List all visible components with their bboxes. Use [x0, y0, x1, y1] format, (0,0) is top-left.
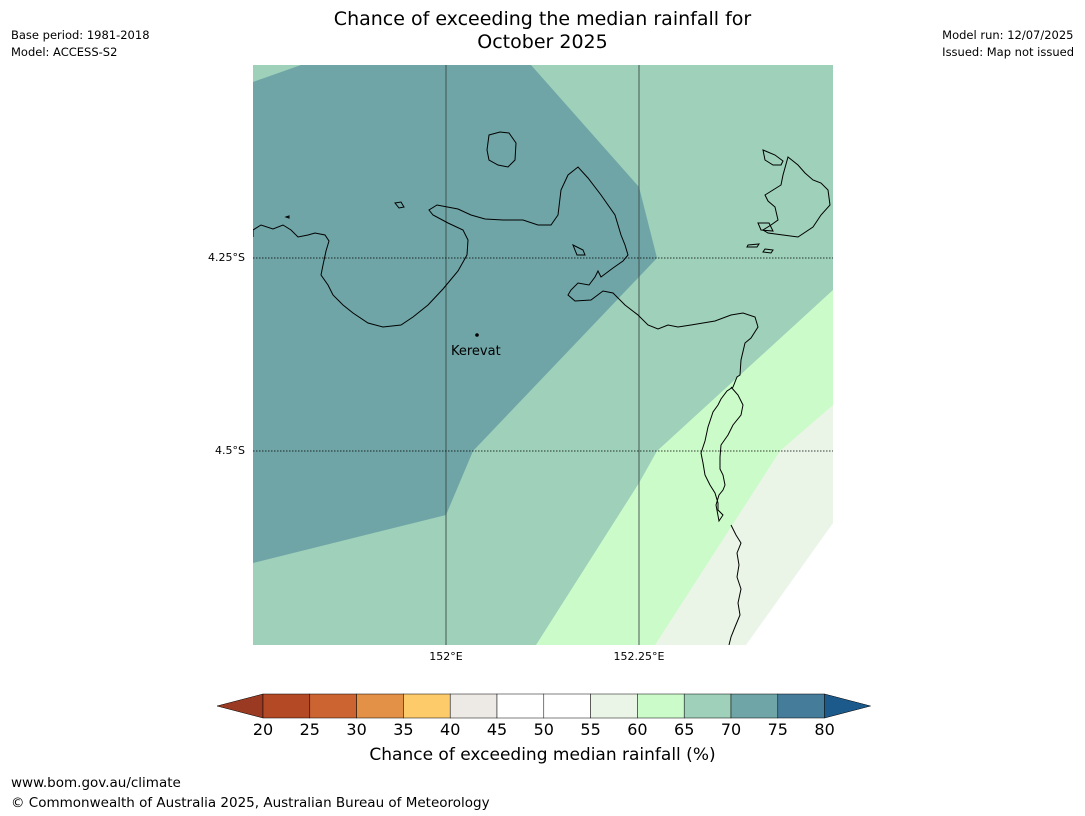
footer-copyright: © Commonwealth of Australia 2025, Austra…: [11, 795, 490, 811]
colorbar-tick: 45: [486, 720, 508, 739]
no-data-area: [746, 523, 833, 645]
lat-label-4-5: 4.5°S: [215, 444, 245, 457]
model-run: Model run: 12/07/2025: [942, 28, 1074, 42]
colorbar-tick: 30: [346, 720, 367, 739]
kerevat-marker: [475, 333, 479, 337]
colorbar-tick: 65: [674, 720, 695, 739]
kerevat-label: Kerevat: [451, 344, 501, 359]
coastline: [253, 131, 831, 645]
lon-label-152-25: 152.25°E: [613, 650, 665, 663]
colorbar-tick: 25: [299, 720, 320, 739]
model-name: Model: ACCESS-S2: [11, 45, 118, 59]
colorbar-segment: [730, 693, 779, 719]
colorbar-segment: [496, 693, 545, 719]
colorbar-tick: 20: [252, 720, 274, 739]
footer-url[interactable]: www.bom.gov.au/climate: [11, 775, 181, 791]
model-info: Base period: 1981-2018 Model: ACCESS-S2: [11, 27, 150, 61]
title-line-1: Chance of exceeding the median rainfall …: [333, 8, 752, 30]
colorbar-segment: [309, 693, 357, 719]
region-55-60: [655, 405, 833, 645]
colorbar-segment: [403, 693, 451, 719]
colorbar-tick: 50: [533, 720, 554, 739]
colorbar-segment: [777, 693, 825, 719]
base-period: Base period: 1981-2018: [11, 28, 150, 42]
rainfall-map: Kerevat: [253, 65, 833, 645]
colorbar-extend-low: [216, 693, 264, 719]
issued-status: Issued: Map not issued: [942, 45, 1074, 59]
colorbar-segment: [683, 693, 732, 719]
colorbar-segment: [262, 693, 311, 719]
colorbar-tick: 60: [627, 720, 648, 739]
colorbar-tick: 70: [720, 720, 742, 739]
colorbar-tick: 80: [814, 720, 835, 739]
run-info: Model run: 12/07/2025 Issued: Map not is…: [942, 27, 1074, 61]
colorbar-tick: 75: [767, 720, 788, 739]
colorbar-segment: [637, 693, 685, 719]
colorbar-label: Chance of exceeding median rainfall (%): [369, 745, 716, 765]
region-70-75: [253, 65, 657, 563]
lon-label-152: 152°E: [429, 650, 463, 663]
map-title: Chance of exceeding the median rainfall …: [0, 8, 1085, 54]
colorbar-segment: [590, 693, 638, 719]
colorbar-tick: 35: [393, 720, 414, 739]
title-line-2: October 2025: [477, 31, 608, 53]
colorbar-tick: 40: [440, 720, 461, 739]
colorbar-extend-high: [824, 693, 871, 719]
lat-label-4-25: 4.25°S: [208, 251, 245, 264]
colorbar: [216, 693, 871, 719]
colorbar-tick: 55: [580, 720, 601, 739]
colorbar-segment: [543, 693, 591, 719]
colorbar-segment: [449, 693, 498, 719]
colorbar-segment: [356, 693, 404, 719]
